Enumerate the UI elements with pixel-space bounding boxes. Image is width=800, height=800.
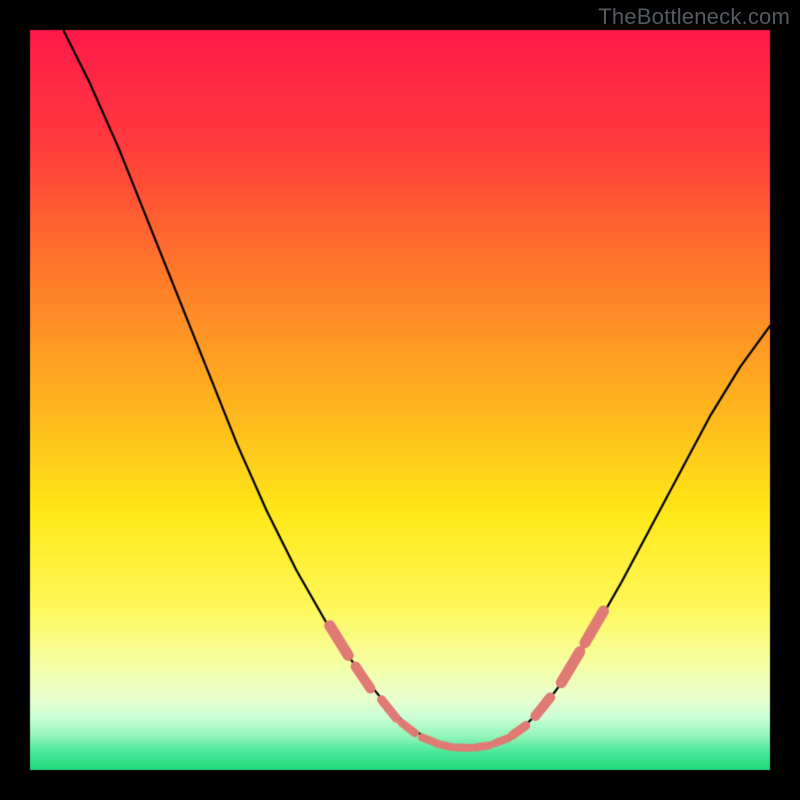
watermark-text: TheBottleneck.com	[598, 4, 790, 30]
chart-stage: TheBottleneck.com	[0, 0, 800, 800]
bottleneck-curve-chart	[0, 0, 800, 800]
